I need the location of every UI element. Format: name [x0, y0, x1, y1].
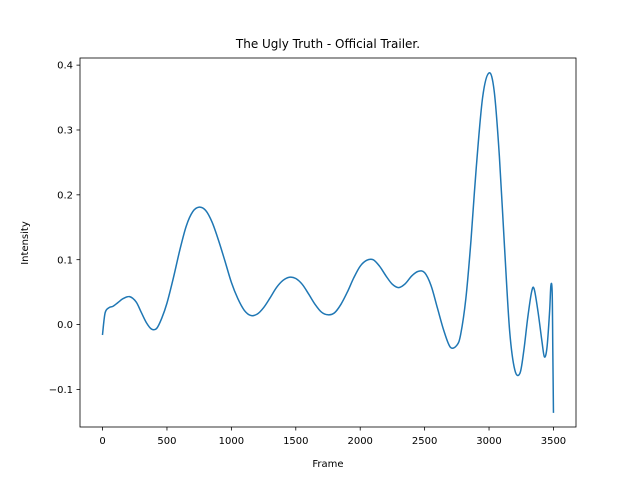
series-layer — [101, 72, 555, 413]
x-tick-label: 500 — [157, 436, 176, 447]
series-line — [101, 72, 555, 413]
x-tick-label: 2500 — [412, 436, 437, 447]
x-tick-label: 2000 — [347, 436, 372, 447]
y-tick-label: −0.1 — [49, 385, 73, 396]
x-tick-label: 3500 — [541, 436, 566, 447]
x-tick-label: 0 — [99, 436, 105, 447]
plot-frame — [79, 57, 577, 428]
x-tick-label: 1000 — [219, 436, 244, 447]
x-axis-label: Frame — [312, 459, 343, 470]
y-tick-label: 0.4 — [57, 61, 73, 72]
plot-area — [80, 58, 576, 427]
y-tick-label: 0.1 — [57, 255, 73, 266]
x-tick-label: 3000 — [476, 436, 501, 447]
chart-title: The Ugly Truth - Official Trailer. — [235, 37, 420, 51]
y-tick-label: 0.0 — [57, 320, 73, 331]
x-tick-label: 1500 — [283, 436, 308, 447]
ticks-layer: 0 500 1000 1500 2000 2500 3000 3500 −0.1 0.0 0.1 0.… — [49, 61, 566, 447]
y-tick-label: 0.2 — [57, 190, 73, 201]
y-axis-label: Intensity — [20, 221, 31, 265]
y-tick-label: 0.3 — [57, 126, 73, 137]
